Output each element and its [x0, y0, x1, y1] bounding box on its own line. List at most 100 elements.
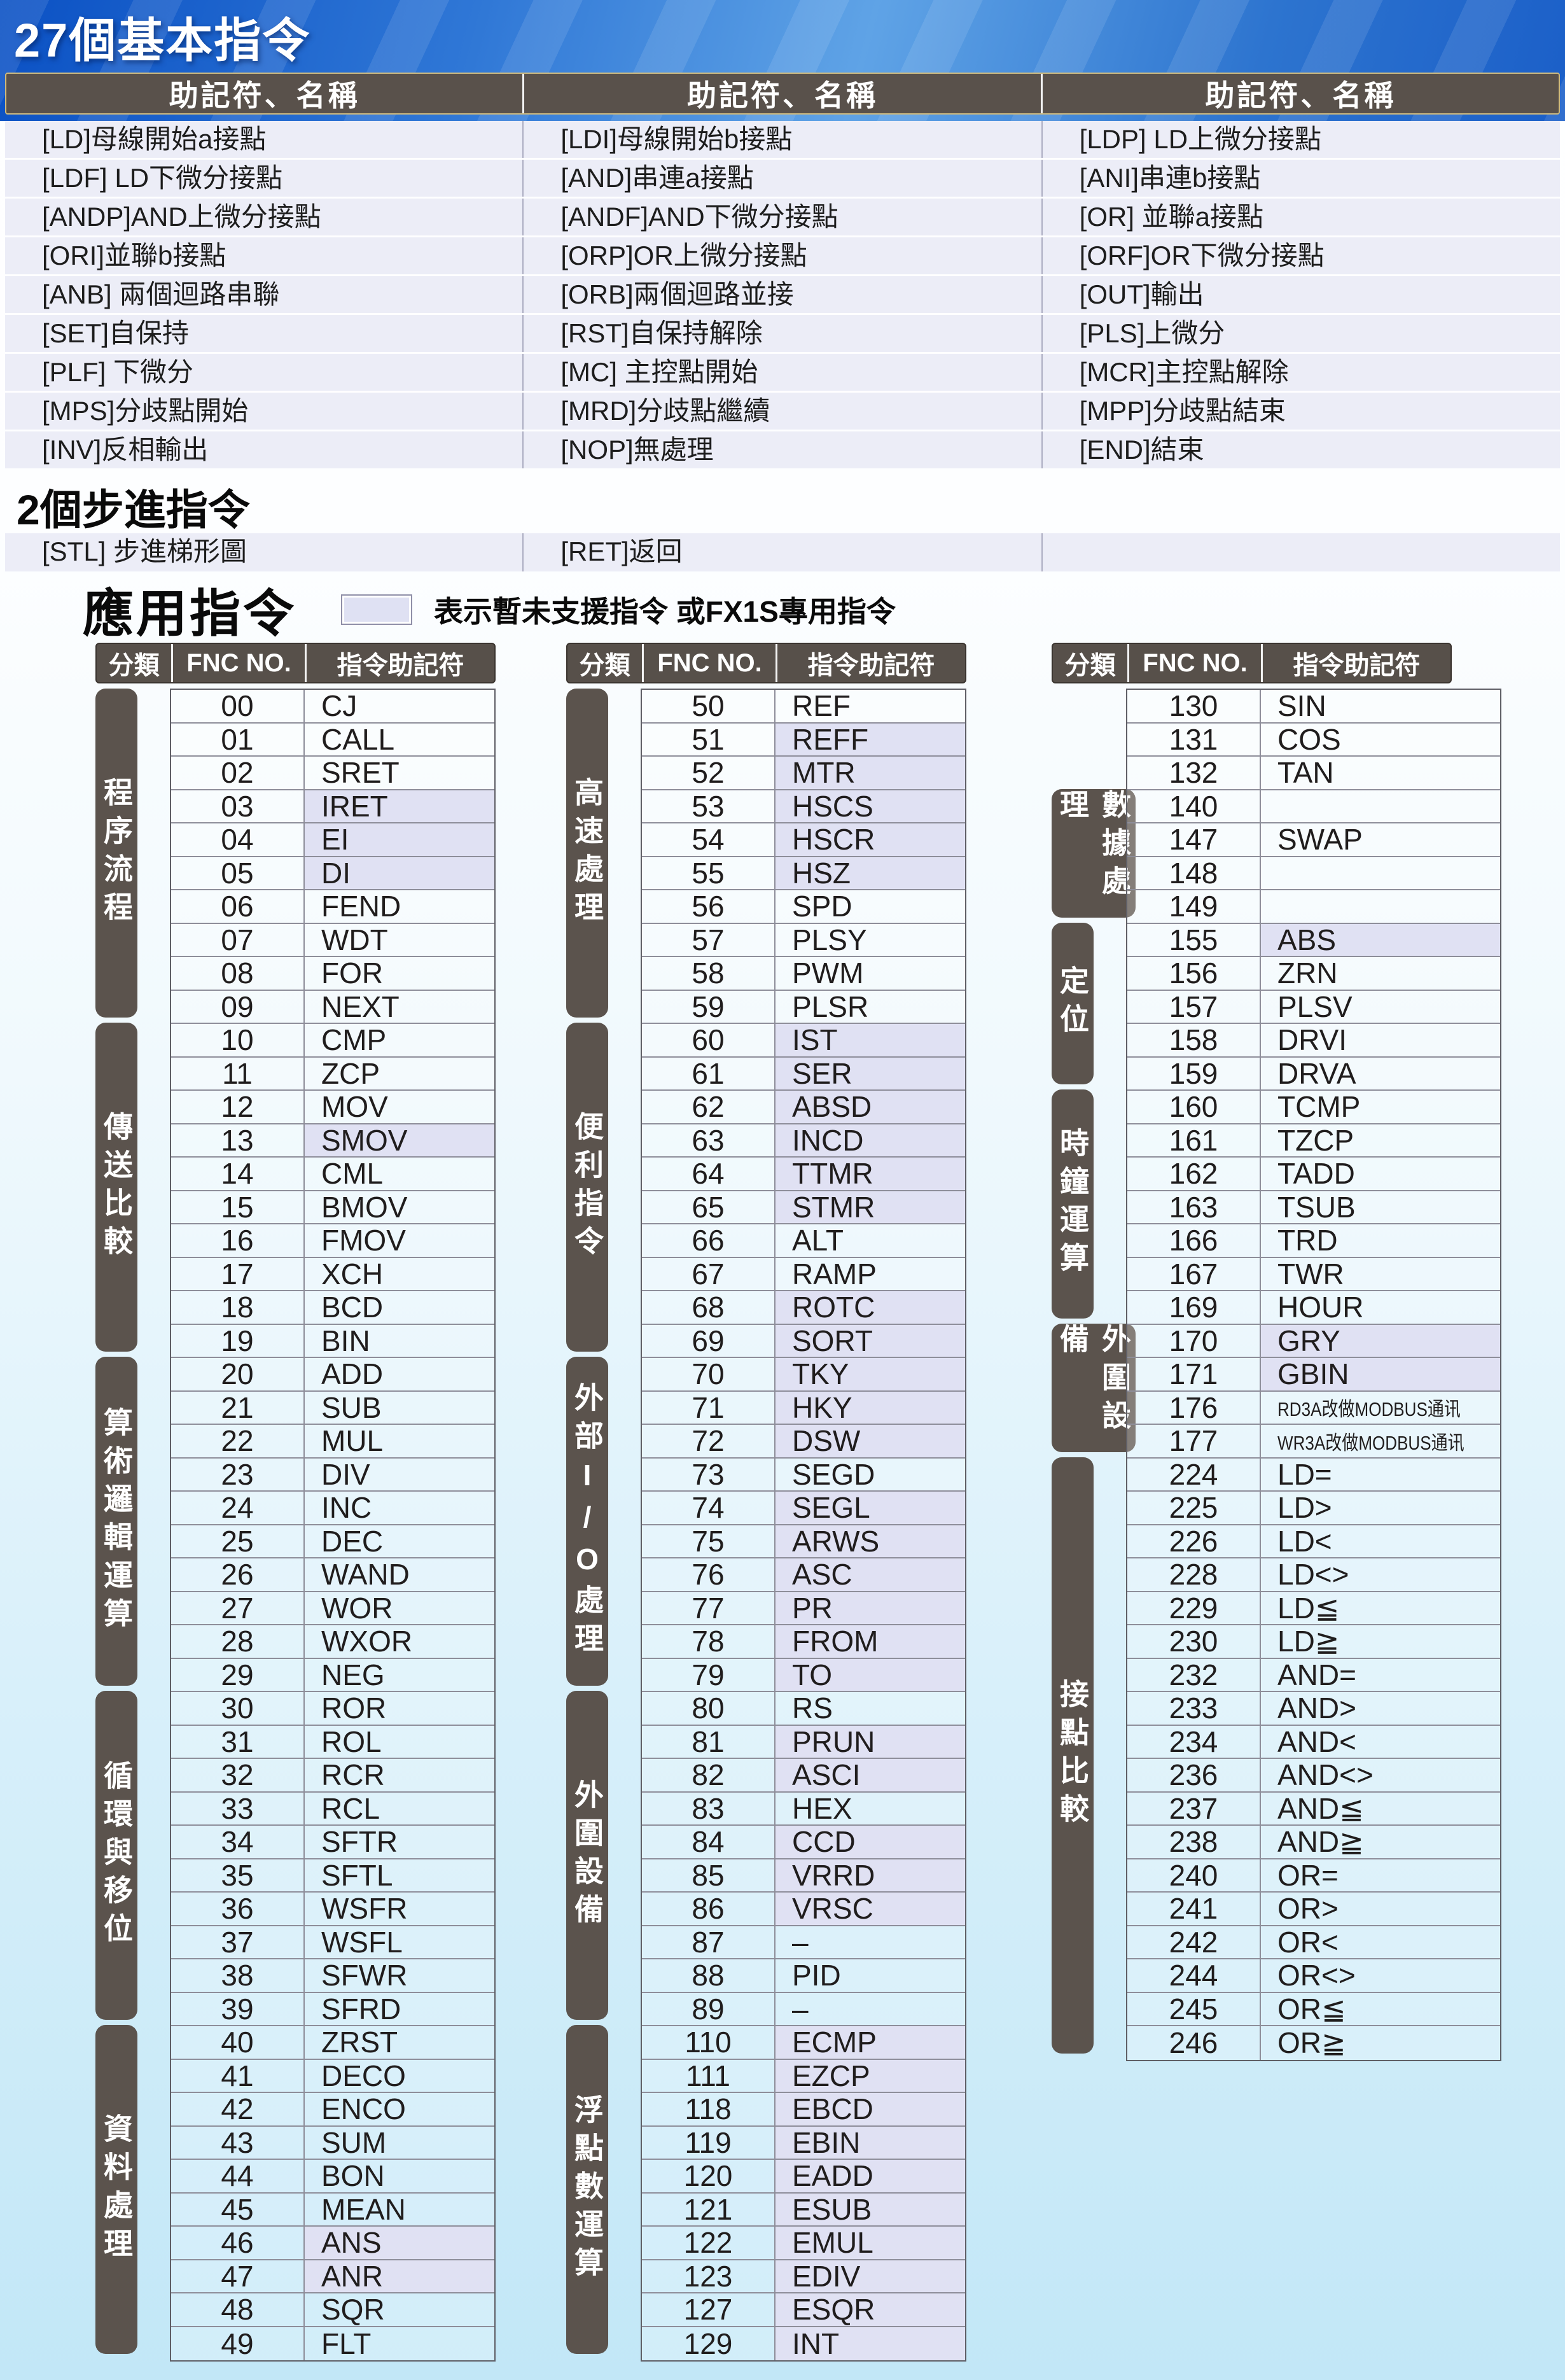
- mnemonic-text: FMOV: [321, 1224, 406, 1257]
- app-table-row: 35 SFTL: [171, 1859, 494, 1893]
- mnemonic-text: XCH: [321, 1257, 384, 1291]
- fnc-no-cell: 224: [1127, 1458, 1261, 1491]
- mnemonic-text: OR>: [1277, 1893, 1339, 1925]
- app-table-row: 05 DI: [171, 857, 494, 890]
- app-table-row: 167 TWR: [1127, 1257, 1500, 1291]
- app-table-row: 51 REFF: [642, 723, 965, 757]
- mnemonic-text: CALL: [321, 723, 395, 756]
- app-table-row: 36 WSFR: [171, 1892, 494, 1926]
- app-table-row: 48 SQR: [171, 2293, 494, 2327]
- mnemonic-text: OR≦: [1277, 1992, 1346, 2026]
- mnemonic-text: LD=: [1277, 1458, 1332, 1491]
- mnemonic-text: SIN: [1277, 690, 1326, 722]
- fnc-no-cell: 31: [171, 1725, 305, 1758]
- basic-instruction-cell: [LDP] LD上微分接點: [1041, 121, 1560, 158]
- legend-text: 表示暫未支援指令 或FX1S專用指令: [434, 595, 896, 628]
- fnc-no-cell: 167: [1127, 1257, 1261, 1291]
- app-table-row: 28 WXOR: [171, 1625, 494, 1659]
- app-table-row: 20 ADD: [171, 1357, 494, 1392]
- fnc-no-cell: 130: [1127, 689, 1261, 722]
- basic-instruction-cell: [PLS]上微分: [1041, 315, 1560, 352]
- fnc-no-cell: 45: [171, 2193, 305, 2226]
- basic-table-row: [MPS]分歧點開始 [MRD]分歧點繼續 [MPP]分歧點結束: [5, 393, 1560, 430]
- category-column: 程序流程 傳送比較 算術邏輯運算 循環與移位 資料處理: [95, 689, 167, 2362]
- fnc-no-cell: 166: [1127, 1224, 1261, 1257]
- mnemonic-text: EI: [321, 823, 349, 856]
- mnemonic-text: FEND: [321, 890, 401, 923]
- app-table-row: 77 PR: [642, 1592, 965, 1625]
- app-table-row: 17 XCH: [171, 1257, 494, 1291]
- mnemonic-cell: PLSY: [776, 924, 965, 956]
- mnemonic-cell: DECO: [305, 2060, 494, 2092]
- mnemonic-cell: ZRST: [305, 2026, 494, 2059]
- app-table-row: 83 HEX: [642, 1792, 965, 1826]
- fnc-no-cell: 233: [1127, 1691, 1261, 1725]
- app-table-row: 03 IRET: [171, 790, 494, 823]
- mnemonic-text: IRET: [321, 790, 388, 823]
- mnemonic-text: PRUN: [792, 1725, 875, 1758]
- mnemonic-text: PR: [792, 1592, 833, 1625]
- fnc-no-cell: 160: [1127, 1090, 1261, 1123]
- app-table-row: 234 AND<: [1127, 1725, 1500, 1759]
- app-table-row: 131 COS: [1127, 723, 1500, 757]
- fnc-no-cell: 77: [642, 1592, 776, 1625]
- mnemonic-cell: SFTR: [305, 1826, 494, 1858]
- mnemonic-cell: FROM: [776, 1625, 965, 1658]
- mnemonic-text: ALT: [792, 1224, 844, 1257]
- category-cell: 傳送比較: [95, 1023, 137, 1352]
- basic-instruction-cell: [OUT]輸出: [1041, 276, 1560, 313]
- app-table: 分類 FNC NO. 指令助記符 程序流程 傳送比較 算術邏輯運算 循環與移位 資料處理 00 C…: [95, 643, 496, 2362]
- fnc-no-cell: 121: [642, 2193, 776, 2226]
- basic-title: 27個基本指令: [14, 14, 311, 67]
- app-table-row: 21 SUB: [171, 1391, 494, 1425]
- app-table-row: 228 LD<>: [1127, 1558, 1500, 1592]
- mnemonic-cell: SIN: [1261, 690, 1500, 722]
- mnemonic-text: DSW: [792, 1425, 861, 1457]
- fnc-no-cell: 111: [642, 2059, 776, 2092]
- app-table-row: 02 SRET: [171, 756, 494, 790]
- basic-instruction-cell: [MCR]主控點解除: [1041, 354, 1560, 391]
- app-table-row: 13 SMOV: [171, 1124, 494, 1158]
- mnemonic-cell: FLT: [305, 2327, 494, 2361]
- fnc-no-cell: 09: [171, 990, 305, 1023]
- basic-instruction-cell: [ORP]OR上微分接點: [522, 237, 1041, 274]
- app-table-row: 26 WAND: [171, 1558, 494, 1592]
- mnemonic-cell: SER: [776, 1057, 965, 1089]
- mnemonic-cell: WXOR: [305, 1625, 494, 1658]
- mnemonic-cell: SUB: [305, 1392, 494, 1424]
- mnemonic-text: MUL: [321, 1425, 384, 1457]
- fnc-no-cell: 149: [1127, 890, 1261, 923]
- app-table-row: 19 BIN: [171, 1324, 494, 1358]
- app-table-row: 85 VRRD: [642, 1859, 965, 1893]
- mnemonic-cell: TWR: [1261, 1258, 1500, 1291]
- app-table-row: 78 FROM: [642, 1625, 965, 1659]
- mnemonic-cell: PLSR: [776, 991, 965, 1023]
- mnemonic-cell: RAMP: [776, 1258, 965, 1291]
- mnemonic-cell: ALT: [776, 1224, 965, 1257]
- app-table-row: 147 SWAP: [1127, 823, 1500, 857]
- app-table-row: 52 MTR: [642, 756, 965, 790]
- fnc-no-cell: 05: [171, 857, 305, 890]
- fnc-no-cell: 140: [1127, 790, 1261, 823]
- mnemonic-cell: OR=: [1261, 1859, 1500, 1892]
- mnemonic-cell: AND>: [1261, 1692, 1500, 1725]
- mnemonic-cell: ZCP: [305, 1058, 494, 1090]
- mnemonic-text: AND=: [1277, 1658, 1356, 1691]
- app-table-row: 127 ESQR: [642, 2293, 965, 2327]
- mnemonic-cell: ASCI: [776, 1759, 965, 1791]
- fnc-no-cell: 89: [642, 1992, 776, 2026]
- fnc-no-cell: 162: [1127, 1157, 1261, 1190]
- fnc-no-cell: 02: [171, 756, 305, 789]
- mnemonic-cell: PID: [776, 1959, 965, 1992]
- app-table-row: 226 LD<: [1127, 1525, 1500, 1558]
- mnemonic-text: LD≦: [1277, 1592, 1340, 1625]
- app-title: 應用指令: [83, 585, 296, 642]
- app-table-row: 111 EZCP: [642, 2059, 965, 2093]
- app-table-row: 43 SUM: [171, 2126, 494, 2160]
- app-table-row: 44 BON: [171, 2159, 494, 2194]
- mnemonic-text: AND>: [1277, 1692, 1356, 1725]
- fnc-no-cell: 17: [171, 1257, 305, 1291]
- mnemonic-text: ECMP: [792, 2026, 877, 2059]
- app-table-row: 241 OR>: [1127, 1892, 1500, 1926]
- mnemonic-text: ADD: [321, 1358, 384, 1390]
